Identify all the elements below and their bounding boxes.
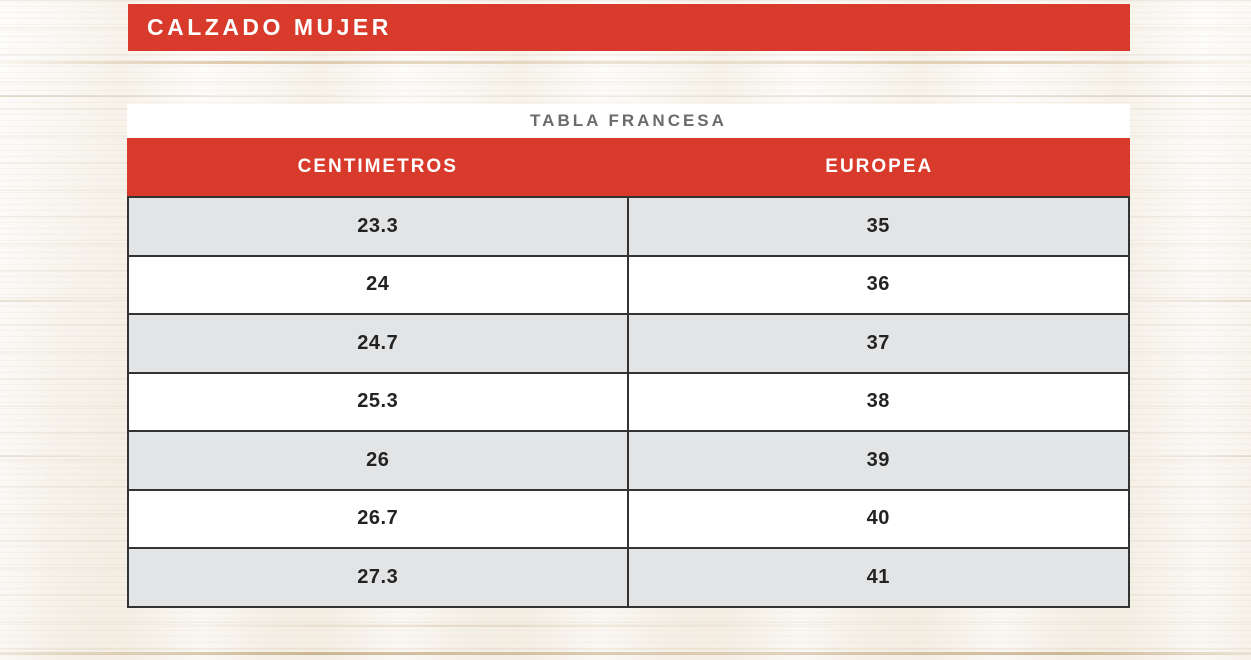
page-title: CALZADO MUJER: [147, 14, 392, 40]
table-cell: 38: [866, 390, 890, 413]
table-cell: 36: [866, 273, 890, 296]
table-title-band: TABLA FRANCESA: [127, 104, 1130, 138]
table-cell: 25.3: [129, 373, 629, 430]
page-banner: CALZADO MUJER: [128, 4, 1130, 51]
table-row: 24 36: [129, 254, 1128, 313]
table-row: 26.7 40: [129, 488, 1128, 547]
table-cell: 35: [866, 214, 890, 237]
table-cell: 40: [866, 507, 890, 530]
column-header-europea: EUROPEA: [825, 156, 934, 177]
table-cell: 27.3: [129, 549, 629, 606]
table-cell: 26.7: [129, 490, 629, 547]
table-row: 23.3 35: [129, 198, 1128, 255]
table-row: 26 39: [129, 430, 1128, 489]
wood-grain-line: [0, 652, 1251, 655]
wood-grain-line: [0, 625, 1251, 627]
table-cell: 24.7: [129, 315, 629, 372]
table-cell: 24: [129, 256, 629, 313]
table-row: 27.3 41: [129, 547, 1128, 606]
table-row: 24.7 37: [129, 313, 1128, 372]
table-cell: 23.3: [129, 198, 629, 255]
size-chart: TABLA FRANCESA CENTIMETROS EUROPEA 23.3 3…: [127, 104, 1130, 608]
table-cell: 26: [129, 432, 629, 489]
table-cell: 41: [866, 565, 890, 588]
size-table-body: 23.3 35 24 36 24.7 37 25.3 38 26 39 26.7 40 27.3 41: [127, 196, 1130, 608]
table-row: 25.3 38: [129, 371, 1128, 430]
table-cell: 37: [866, 331, 890, 354]
wood-grain-line: [0, 61, 1251, 64]
table-title: TABLA FRANCESA: [530, 111, 727, 130]
table-cell: 39: [866, 448, 890, 471]
wood-grain-line: [0, 95, 1251, 97]
column-header-centimetros: CENTIMETROS: [297, 156, 458, 177]
table-header-row: CENTIMETROS EUROPEA: [127, 138, 1130, 196]
